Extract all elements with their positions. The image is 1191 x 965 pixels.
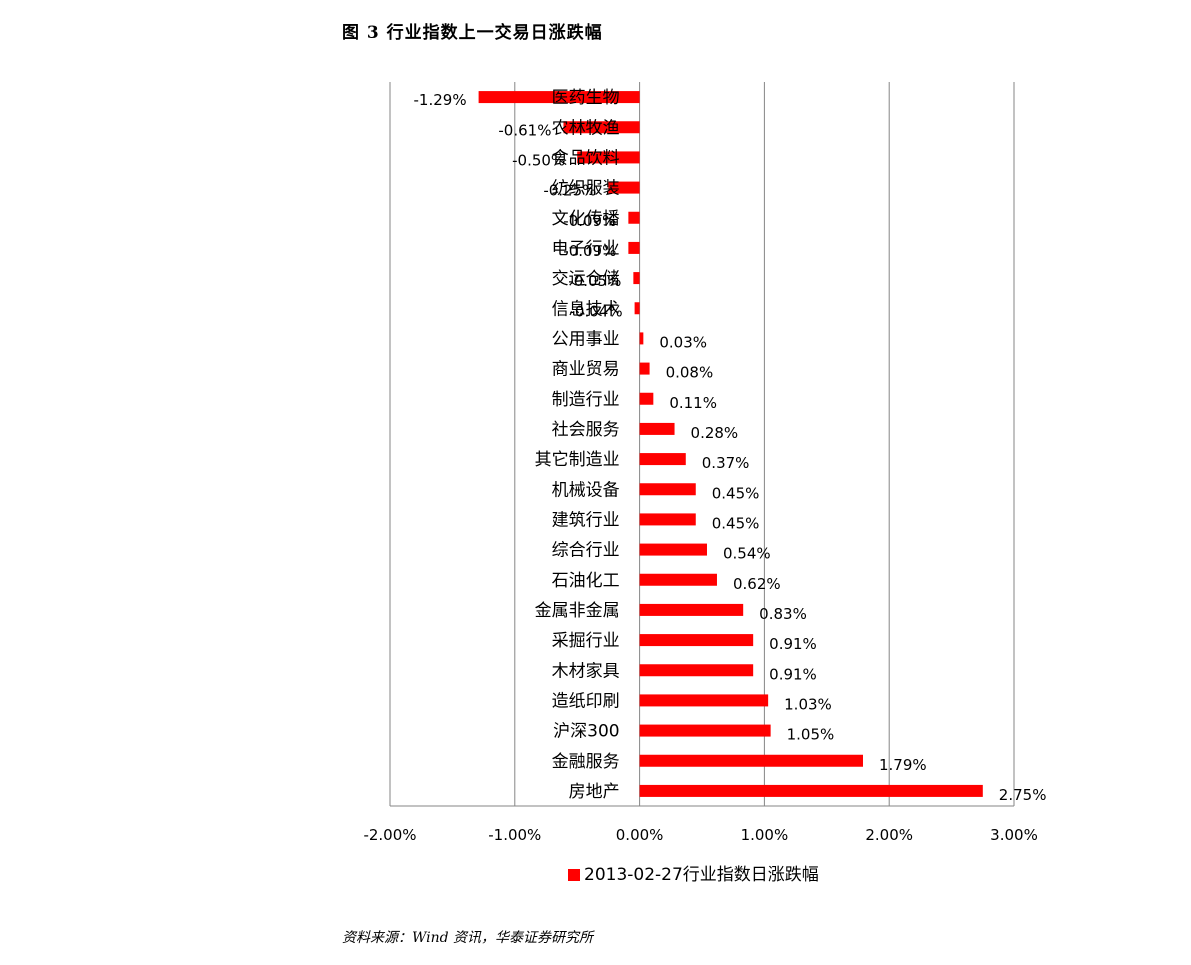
category-label: 文化传播 <box>552 209 620 229</box>
bar <box>628 241 640 254</box>
category-label: 金融服务 <box>552 752 620 772</box>
bar <box>639 694 769 707</box>
bar <box>577 151 640 164</box>
value-label: 1.05% <box>787 726 835 744</box>
category-label: 机械设备 <box>552 480 620 500</box>
value-label: 0.91% <box>769 665 817 683</box>
x-tick-label: -2.00% <box>363 826 416 844</box>
category-label: 信息技术 <box>552 299 620 319</box>
legend-swatch <box>568 868 580 881</box>
category-label: 金属非金属 <box>535 601 620 621</box>
category-label: 造纸印刷 <box>552 691 620 711</box>
bar <box>634 302 640 315</box>
x-tick-label: 1.00% <box>741 826 789 844</box>
x-tick-label: 0.00% <box>616 826 664 844</box>
category-label: 石油化工 <box>552 571 620 591</box>
bar <box>639 664 754 677</box>
category-label: 电子行业 <box>552 239 620 259</box>
value-label: 0.83% <box>759 605 807 623</box>
bar <box>639 754 863 767</box>
x-axis-ticks: -2.00% -1.00% 0.00% 1.00% 2.00% 3.00% <box>363 826 1037 844</box>
value-label: 0.37% <box>702 454 750 472</box>
bar <box>639 483 696 496</box>
value-label: 1.03% <box>784 695 832 713</box>
value-label: 0.03% <box>659 333 707 351</box>
value-label: 0.11% <box>669 394 717 412</box>
bar <box>639 603 744 616</box>
bar <box>563 121 640 134</box>
bar <box>639 332 644 345</box>
value-label: 0.91% <box>769 635 817 653</box>
value-label: -0.25% <box>543 182 596 200</box>
x-tick-label: 2.00% <box>865 826 913 844</box>
category-label: 其它制造业 <box>535 450 620 470</box>
category-label: 沪深300 <box>553 722 619 742</box>
value-label: 0.45% <box>712 514 760 532</box>
category-label: 医药生物 <box>552 88 620 108</box>
bar <box>639 543 707 556</box>
bar <box>639 573 717 586</box>
bar <box>639 392 654 405</box>
value-label: 0.45% <box>712 484 760 502</box>
value-label: -0.09% <box>563 242 616 260</box>
legend: 2013-02-27行业指数日涨跌幅 <box>568 860 819 885</box>
bar <box>628 211 640 224</box>
category-label: 公用事业 <box>552 329 620 349</box>
category-label: 建筑行业 <box>552 510 620 530</box>
bar <box>639 453 686 466</box>
bar <box>608 181 640 194</box>
value-label: 0.28% <box>691 424 739 442</box>
legend-label: 2013-02-27行业指数日涨跌幅 <box>584 865 819 885</box>
category-label: 交运仓储 <box>552 269 620 289</box>
category-label: 农林牧渔 <box>552 118 620 138</box>
category-labels: 医药生物农林牧渔食品饮料纺织服装文化传播电子行业交运仓储信息技术公用事业商业贸易… <box>535 88 620 802</box>
value-label: -0.05% <box>568 272 621 290</box>
value-label: 1.79% <box>879 756 927 774</box>
category-label: 采掘行业 <box>552 631 620 651</box>
source-note: 资料来源：Wind 资讯，华泰证券研究所 <box>342 930 594 946</box>
bar <box>639 634 754 647</box>
bar <box>478 91 640 104</box>
value-label: -0.50% <box>512 151 565 169</box>
value-label: -0.61% <box>498 121 551 139</box>
category-label: 综合行业 <box>552 541 620 561</box>
bar <box>639 422 675 435</box>
category-label: 纺织服装 <box>552 179 620 199</box>
value-labels: -1.29% -0.61% -0.50% -0.25% -0.09% -0.09% -0.0… <box>414 91 1047 804</box>
value-label: -1.29% <box>414 91 467 109</box>
bar <box>633 272 640 285</box>
bar <box>639 513 696 526</box>
category-label: 商业贸易 <box>552 360 620 380</box>
category-label: 食品饮料 <box>552 148 620 168</box>
category-label: 社会服务 <box>552 420 620 440</box>
grid-lines <box>389 82 1015 807</box>
figure-title: 图 3 行业指数上一交易日涨跌幅 <box>342 23 603 43</box>
value-label: 0.54% <box>723 545 771 563</box>
bar <box>639 784 983 797</box>
value-label: -0.09% <box>563 212 616 230</box>
x-tick-label: 3.00% <box>990 826 1038 844</box>
x-tick-label: -1.00% <box>488 826 541 844</box>
value-label: -0.04% <box>570 302 623 320</box>
value-label: 0.62% <box>733 575 781 593</box>
category-label: 木材家具 <box>552 661 620 681</box>
value-label: 0.08% <box>666 364 714 382</box>
value-label: 2.75% <box>999 786 1047 804</box>
category-label: 房地产 <box>569 782 620 802</box>
bars <box>478 91 983 797</box>
bar <box>639 724 771 737</box>
bar <box>639 362 650 375</box>
category-label: 制造行业 <box>552 390 620 410</box>
